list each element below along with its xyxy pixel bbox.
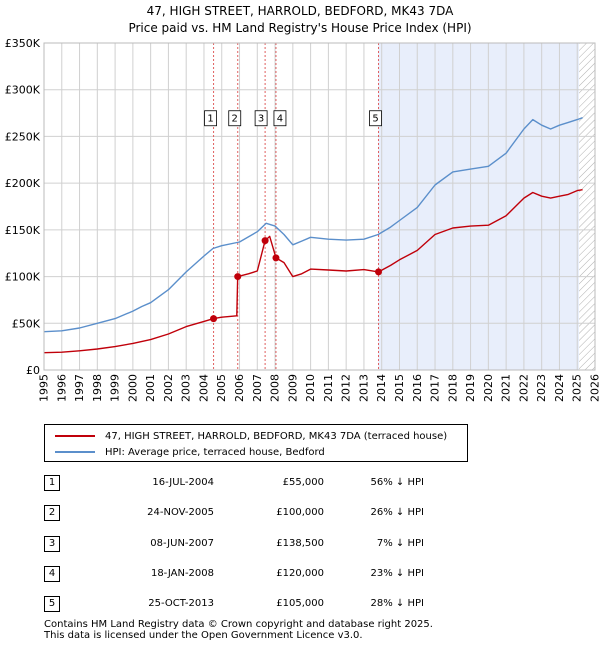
chart-legend: 47, HIGH STREET, HARROLD, BEDFORD, MK43 … [44,424,468,462]
legend-label-hpi: HPI: Average price, terraced house, Bedf… [105,446,325,458]
x-tick-label: 2015 [393,374,406,402]
sale-point [234,273,242,281]
x-tick-label: 2021 [500,374,513,402]
transaction-date: 16-JUL-2004 [152,477,214,488]
x-tick-label: 2005 [215,374,228,402]
sale-label: 4 [277,114,283,125]
legend-label-property: 47, HIGH STREET, HARROLD, BEDFORD, MK43 … [105,430,448,442]
transaction-hpi: 28% ↓ HPI [370,598,424,609]
sale-label-box [254,110,268,127]
transaction-hpi: 7% ↓ HPI [376,538,424,549]
x-tick-label: 2002 [162,374,175,402]
sale-label-box [204,110,217,127]
y-tick-label: £300K [5,84,41,97]
x-tick-label: 1996 [55,374,68,402]
transaction-price: £100,000 [276,507,324,518]
x-tick-label: 2013 [357,374,370,402]
sale-point [261,237,269,245]
transaction-price: £105,000 [276,598,324,609]
x-tick-label: 2003 [180,374,193,402]
x-tick-label: 2008 [269,374,282,402]
y-tick-label: £150K [5,224,41,237]
y-tick-label: £100K [5,271,41,284]
x-tick-label: 2010 [304,374,317,402]
x-tick-label: 2012 [340,374,353,402]
x-tick-label: 1997 [73,374,86,402]
x-tick-label: 2016 [411,374,424,402]
legend-swatch-hpi [55,451,95,453]
x-tick-label: 2024 [553,374,566,402]
y-tick-label: £50K [12,317,41,330]
x-tick-label: 2018 [446,374,459,402]
hatched-region [579,43,595,370]
transaction-price: £120,000 [276,568,324,579]
x-tick-label: 1995 [38,374,51,402]
footer-license: This data is licensed under the Open Gov… [44,630,363,641]
transaction-hpi: 26% ↓ HPI [370,507,424,518]
shaded-region [378,43,580,370]
plot-frame [43,42,596,371]
sale-point [210,315,218,323]
transaction-hpi: 56% ↓ HPI [370,477,424,488]
y-tick-label: £0 [26,364,40,377]
y-tick-label: £350K [5,37,41,50]
footer-copyright: Contains HM Land Registry data © Crown c… [44,619,433,630]
x-tick-label: 2007 [251,374,264,402]
x-tick-label: 2020 [482,374,495,402]
transaction-number: 5 [44,596,60,612]
hpi-series-line [43,117,583,333]
x-tick-label: 1999 [109,374,122,402]
price-chart: 1 2 3 4 5 £0 £50K £100K £150K £200K £250K £300K £35… [5,37,600,402]
sale-label-box [369,110,382,127]
transaction-price: £55,000 [282,477,324,488]
sale-point [272,254,280,262]
sale-label: 5 [372,114,378,125]
legend-swatch-property [55,435,95,437]
transaction-number: 3 [44,536,60,552]
x-tick-label: 2023 [535,374,548,402]
y-tick-label: £250K [5,130,41,143]
sale-point [375,268,383,276]
transaction-hpi: 23% ↓ HPI [370,568,424,579]
x-tick-label: 2006 [233,374,246,402]
transaction-price: £138,500 [276,538,324,549]
x-tick-label: 2026 [589,374,600,402]
sale-label-box [228,110,242,127]
x-tick-label: 2019 [464,374,477,402]
x-tick-label: 2009 [286,374,299,402]
x-tick-label: 2014 [375,374,388,402]
legend-item-hpi: HPI: Average price, terraced house, Bedf… [55,445,325,459]
sale-label: 1 [207,114,213,125]
x-tick-label: 2025 [571,374,584,402]
transaction-number: 2 [44,505,60,521]
transaction-date: 08-JUN-2007 [150,538,214,549]
legend-item-property: 47, HIGH STREET, HARROLD, BEDFORD, MK43 … [55,429,447,443]
y-tick-label: £200K [5,177,41,190]
transaction-number: 1 [44,475,60,491]
transaction-date: 18-JAN-2008 [150,568,214,579]
x-tick-label: 2017 [429,374,442,402]
sale-label: 2 [232,114,238,125]
sale-label-box [273,110,287,127]
sale-label: 3 [258,114,264,125]
x-tick-label: 2011 [322,374,335,402]
x-tick-label: 2001 [144,374,157,402]
transaction-number: 4 [44,566,60,582]
chart-subtitle: Price paid vs. HM Land Registry's House … [128,21,472,35]
property-series-line [43,189,583,354]
chart-title: 47, HIGH STREET, HARROLD, BEDFORD, MK43 … [146,4,454,18]
transaction-date: 25-OCT-2013 [148,598,214,609]
x-tick-label: 2000 [126,374,139,402]
x-tick-label: 2004 [197,374,210,402]
transaction-date: 24-NOV-2005 [147,507,214,518]
x-tick-label: 2022 [517,374,530,402]
x-tick-label: 1998 [91,374,104,402]
